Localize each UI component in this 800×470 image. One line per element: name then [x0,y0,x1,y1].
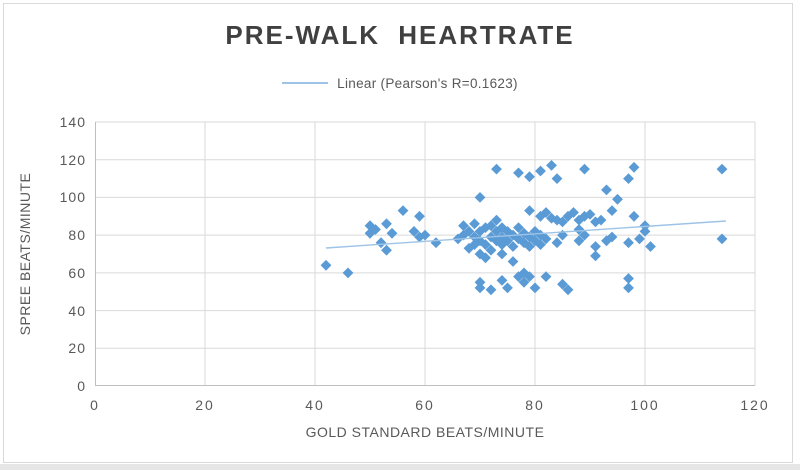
x-tick-label: 60 [415,397,435,413]
y-tick-label: 120 [59,151,86,168]
x-tick-label: 0 [90,397,100,413]
x-tick-label: 20 [195,397,215,413]
y-axis-title: SPREE BEATS/MINUTE [17,172,33,336]
y-tick-label: 0 [77,378,86,394]
x-tick-label: 100 [630,397,660,413]
y-tick-label: 40 [68,302,86,319]
y-tick-label: 100 [59,189,86,206]
x-tick-label: 80 [525,397,545,413]
chart-frame [3,3,793,463]
scatter-svg [95,121,756,386]
plot-area [95,121,756,386]
worksheet-edge-strip [0,464,800,470]
y-tick-label: 60 [68,264,86,281]
x-tick-label: 40 [305,397,325,413]
x-tick-label: 120 [740,397,770,413]
y-tick-label: 140 [59,114,86,130]
trendline-legend-swatch [282,82,329,84]
chart-title: PRE-WALK HEARTRATE [225,20,575,50]
legend: Linear (Pearson's R=0.1623) [0,74,800,92]
x-axis-title: GOLD STANDARD BEATS/MINUTE [305,424,545,440]
y-tick-label: 80 [68,227,86,244]
y-tick-label: 20 [68,340,86,357]
legend-label: Linear (Pearson's R=0.1623) [337,75,518,91]
